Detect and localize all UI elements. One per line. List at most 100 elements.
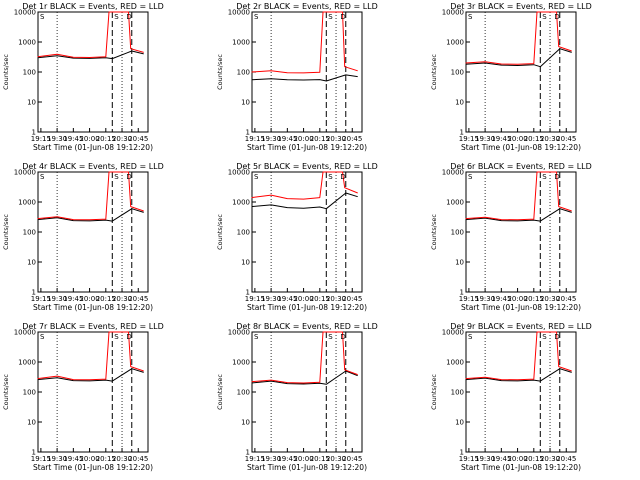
annotation-label: S	[468, 13, 473, 21]
lld-series-line	[37, 11, 144, 58]
x-axis-label: Start Time (01-Jun-08 19:12:20)	[461, 303, 581, 312]
annotation-label: D	[554, 13, 559, 21]
y-tick-label: 10	[27, 99, 36, 107]
x-tick-label: 19:15	[459, 135, 479, 143]
y-axis-label: Counts/sec	[430, 214, 438, 250]
annotation-label: D	[340, 333, 345, 341]
x-tick-label: 20:30	[540, 135, 560, 143]
x-tick-label: 19:45	[277, 295, 297, 303]
x-tick-label: 19:30	[47, 135, 67, 143]
x-tick-label: 19:45	[277, 455, 297, 463]
events-series-line	[251, 192, 358, 210]
x-tick-label: 20:00	[507, 455, 527, 463]
lld-series-line	[251, 11, 358, 74]
x-tick-label: 20:45	[556, 455, 576, 463]
panel-det-3: Det 3r BLACK = Events, RED = LLD 1 10 100 10…	[430, 2, 592, 152]
x-tick-label: 20:30	[326, 135, 346, 143]
y-tick-label: 1000	[18, 199, 36, 207]
annotation-label: S	[328, 173, 333, 181]
y-tick-label: 100	[237, 389, 250, 397]
panel-det-8: Det 8r BLACK = Events, RED = LLD 1 10 100 10…	[216, 322, 378, 472]
x-tick-label: 20:00	[507, 135, 527, 143]
x-tick-label: 20:30	[540, 455, 560, 463]
y-axis-label: Counts/sec	[430, 374, 438, 410]
y-tick-label: 10000	[442, 9, 464, 17]
panel-det-6: Det 6r BLACK = Events, RED = LLD 1 10 100 10…	[430, 162, 592, 312]
x-tick-label: 20:30	[326, 455, 346, 463]
panel-title: Det 6r BLACK = Events, RED = LLD	[450, 162, 592, 171]
x-tick-label: 19:15	[245, 135, 265, 143]
y-tick-label: 10	[241, 419, 250, 427]
x-axis-label: Start Time (01-Jun-08 19:12:20)	[33, 463, 153, 472]
y-tick-label: 10000	[228, 9, 250, 17]
y-tick-label: 10000	[14, 329, 36, 337]
x-tick-label: 19:30	[47, 295, 67, 303]
events-series-line	[37, 50, 144, 60]
annotation-label: S	[468, 173, 473, 181]
x-tick-label: 19:45	[491, 135, 511, 143]
x-tick-label: 19:15	[245, 295, 265, 303]
annotation-label: S	[40, 173, 45, 181]
y-tick-label: 1	[246, 449, 250, 457]
y-tick-label: 1	[32, 129, 36, 137]
panel-det-9: Det 9r BLACK = Events, RED = LLD 1 10 100 10…	[430, 322, 592, 472]
y-tick-label: 1000	[446, 199, 464, 207]
x-tick-label: 20:45	[556, 295, 576, 303]
y-tick-label: 10	[455, 99, 464, 107]
x-tick-label: 20:00	[293, 135, 313, 143]
y-tick-label: 1000	[18, 359, 36, 367]
y-tick-label: 1	[460, 129, 464, 137]
x-axis-label: Start Time (01-Jun-08 19:12:20)	[247, 303, 367, 312]
annotation-label: S	[114, 333, 119, 341]
y-tick-label: 100	[23, 229, 36, 237]
x-tick-label: 20:15	[96, 135, 116, 143]
x-axis-label: Start Time (01-Jun-08 19:12:20)	[247, 463, 367, 472]
annotation-label: S	[328, 333, 333, 341]
panel-title: Det 3r BLACK = Events, RED = LLD	[450, 2, 592, 11]
x-tick-label: 19:15	[459, 295, 479, 303]
x-tick-label: 20:00	[79, 135, 99, 143]
panel-title: Det 2r BLACK = Events, RED = LLD	[236, 2, 378, 11]
y-tick-label: 1000	[232, 359, 250, 367]
x-tick-label: 20:00	[507, 295, 527, 303]
y-tick-label: 10	[27, 259, 36, 267]
y-tick-label: 1	[246, 289, 250, 297]
x-tick-label: 19:45	[63, 135, 83, 143]
y-tick-label: 100	[451, 229, 464, 237]
x-tick-label: 20:30	[540, 295, 560, 303]
x-tick-label: 20:15	[96, 455, 116, 463]
panel-title: Det 9r BLACK = Events, RED = LLD	[450, 322, 592, 331]
lld-series-line	[37, 171, 144, 221]
x-tick-label: 20:15	[524, 455, 544, 463]
x-tick-label: 19:30	[261, 135, 281, 143]
annotation-label: S	[254, 333, 259, 341]
lld-series-line	[37, 331, 144, 381]
y-tick-label: 1000	[446, 39, 464, 47]
x-tick-label: 20:45	[128, 295, 148, 303]
annotation-label: S	[542, 13, 547, 21]
y-tick-label: 100	[451, 389, 464, 397]
y-tick-label: 10	[241, 99, 250, 107]
annotation-label: S	[254, 13, 259, 21]
panel-title: Det 7r BLACK = Events, RED = LLD	[22, 322, 164, 331]
y-tick-label: 100	[23, 69, 36, 77]
events-series-line	[37, 368, 144, 382]
x-tick-label: 20:45	[556, 135, 576, 143]
y-tick-label: 100	[23, 389, 36, 397]
y-tick-label: 1	[460, 289, 464, 297]
x-tick-label: 20:45	[342, 455, 362, 463]
panel-det-7: Det 7r BLACK = Events, RED = LLD 1 10 100 10…	[2, 322, 164, 472]
y-tick-label: 1	[32, 289, 36, 297]
x-tick-label: 19:15	[31, 135, 51, 143]
y-axis-label: Counts/sec	[2, 54, 10, 90]
y-tick-label: 1000	[232, 199, 250, 207]
annotation-label: D	[554, 333, 559, 341]
panel-title: Det 5r BLACK = Events, RED = LLD	[236, 162, 378, 171]
x-tick-label: 19:30	[475, 455, 495, 463]
annotation-label: S	[40, 13, 45, 21]
events-series-line	[465, 368, 572, 382]
events-series-line	[251, 74, 358, 82]
x-axis-label: Start Time (01-Jun-08 19:12:20)	[33, 303, 153, 312]
annotation-label: D	[126, 13, 131, 21]
lld-series-line	[465, 171, 572, 221]
